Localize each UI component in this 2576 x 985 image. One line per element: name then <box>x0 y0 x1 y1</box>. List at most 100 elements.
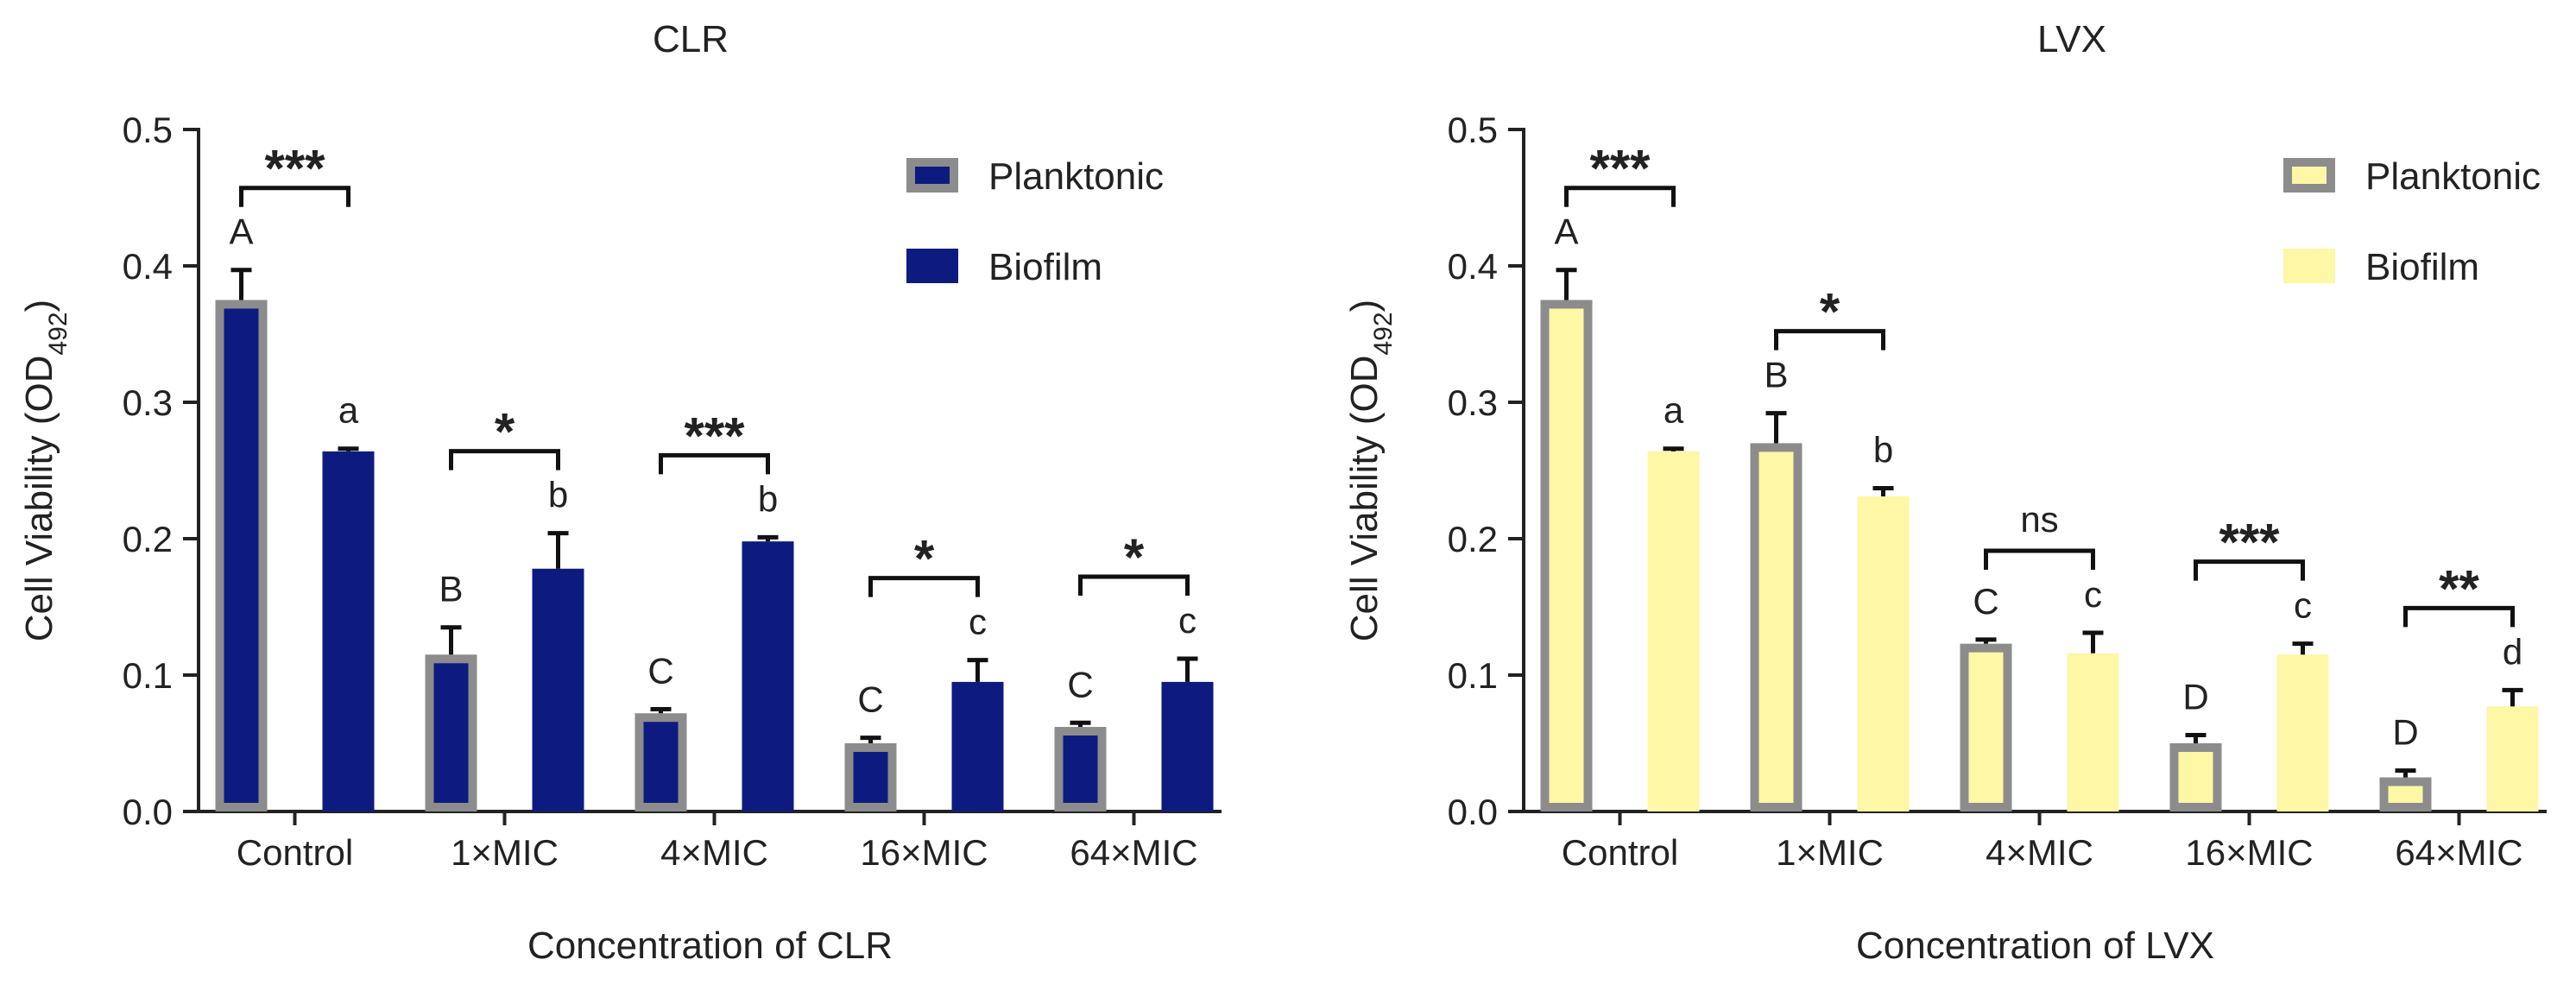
x-tick-label: 4×MIC <box>660 832 768 873</box>
significance-label: ** <box>2439 559 2479 617</box>
y-axis-title-main: Cell Viability (OD <box>1343 356 1386 642</box>
planktonic-letter: A <box>1554 212 1578 252</box>
significance-label: * <box>914 530 935 588</box>
x-tick-label: Control <box>237 832 353 873</box>
significance-bracket <box>449 449 560 470</box>
biofilm-bar <box>322 451 375 811</box>
biofilm-bar <box>1161 681 1214 812</box>
planktonic-letter: D <box>2182 677 2208 717</box>
planktonic-bar <box>1540 300 1593 811</box>
significance-label: * <box>1124 528 1145 586</box>
planktonic-bar <box>1960 643 2012 811</box>
legend-label-planktonic: Planktonic <box>2365 155 2541 198</box>
significance-label: ns <box>2020 499 2058 540</box>
planktonic-bar <box>2379 777 2432 811</box>
y-tick-label: 0.1 <box>123 655 173 696</box>
y-tick-label: 0.1 <box>1448 655 1498 696</box>
planktonic-bar <box>844 743 897 811</box>
biofilm-letter: b <box>758 478 778 519</box>
planktonic-letter: A <box>229 212 253 252</box>
significance-label: *** <box>684 407 745 464</box>
biofilm-letter: b <box>1873 430 1893 470</box>
y-tick-label: 0.4 <box>1448 246 1498 287</box>
y-tick-label: 0.4 <box>123 246 173 287</box>
biofilm-bar <box>532 568 584 811</box>
significance-bracket <box>868 576 980 597</box>
biofilm-letter: c <box>1178 600 1196 641</box>
biofilm-letter: c <box>2294 585 2312 626</box>
y-tick-label: 0.5 <box>1448 110 1498 150</box>
x-tick-label: 64×MIC <box>2395 832 2522 873</box>
biofilm-bar <box>2486 706 2539 812</box>
y-tick-label: 0.3 <box>1448 382 1498 423</box>
significance-bracket <box>659 452 770 475</box>
legend-label-planktonic: Planktonic <box>988 155 1164 198</box>
planktonic-letter: B <box>439 569 463 609</box>
biofilm-bar <box>2276 654 2329 811</box>
legend-swatch-planktonic <box>2283 158 2335 193</box>
biofilm-letter: a <box>338 390 359 431</box>
x-axis-title: Concentration of CLR <box>527 925 893 967</box>
significance-bracket <box>1564 186 1676 207</box>
significance-bracket <box>1078 574 1190 597</box>
y-axis-title: Cell Viability (OD492) <box>18 300 73 641</box>
x-tick-label: 64×MIC <box>1070 832 1197 873</box>
significance-bracket <box>1984 548 2095 571</box>
x-tick-label: 16×MIC <box>860 832 988 873</box>
y-axis-title: Cell Viability (OD492) <box>1343 300 1398 641</box>
y-axis-title-end: ) <box>1343 300 1386 313</box>
biofilm-bar <box>951 681 1004 812</box>
biofilm-letter: b <box>548 475 568 515</box>
significance-bracket <box>2194 559 2305 581</box>
planktonic-letter: C <box>647 651 673 691</box>
y-tick-label: 0.0 <box>123 792 173 832</box>
significance-label: * <box>495 403 515 461</box>
x-tick-label: Control <box>1562 832 1678 873</box>
planktonic-bar <box>1750 443 1803 812</box>
planktonic-bar <box>635 713 687 811</box>
significance-label: *** <box>264 140 325 198</box>
planktonic-letter: D <box>2392 712 2418 753</box>
planktonic-letter: C <box>857 679 883 720</box>
y-axis-title-sub: 492 <box>44 312 73 355</box>
significance-label: * <box>1820 283 1840 341</box>
planktonic-letter: B <box>1764 355 1788 395</box>
y-tick-label: 0.2 <box>1448 519 1498 559</box>
biofilm-letter: d <box>2503 631 2522 672</box>
x-tick-label: 1×MIC <box>451 832 559 873</box>
biofilm-bar <box>1647 451 1700 811</box>
x-tick-label: 4×MIC <box>1986 832 2093 873</box>
significance-bracket <box>2403 605 2515 628</box>
chart-title: CLR <box>653 18 729 60</box>
biofilm-letter: a <box>1664 390 1684 431</box>
planktonic-letter: C <box>1973 581 1998 622</box>
planktonic-bar <box>2169 743 2222 811</box>
significance-label: *** <box>1589 140 1651 198</box>
significance-label: *** <box>2219 514 2280 571</box>
y-axis-title-end: ) <box>18 300 60 313</box>
y-axis-title-main: Cell Viability (OD <box>18 356 60 642</box>
y-tick-label: 0.2 <box>123 519 173 559</box>
legend-swatch-biofilm <box>2283 249 2335 283</box>
biofilm-bar <box>742 541 794 811</box>
y-tick-label: 0.3 <box>123 382 173 423</box>
significance-bracket <box>1774 329 1885 350</box>
planktonic-bar <box>215 300 268 811</box>
chart-title: LVX <box>2037 18 2106 60</box>
x-tick-label: 16×MIC <box>2185 832 2313 873</box>
biofilm-bar <box>2067 653 2119 811</box>
x-tick-label: 1×MIC <box>1776 832 1884 873</box>
legend-label-biofilm: Biofilm <box>988 246 1102 288</box>
biofilm-bar <box>1857 496 1910 812</box>
planktonic-bar <box>425 654 477 811</box>
biofilm-letter: c <box>2084 574 2102 615</box>
planktonic-letter: C <box>1067 664 1093 704</box>
significance-bracket <box>239 186 350 207</box>
y-axis-title-sub: 492 <box>1369 312 1398 355</box>
planktonic-bar <box>1054 727 1107 811</box>
legend-label-biofilm: Biofilm <box>2365 246 2479 288</box>
x-axis-title: Concentration of LVX <box>1856 925 2214 967</box>
